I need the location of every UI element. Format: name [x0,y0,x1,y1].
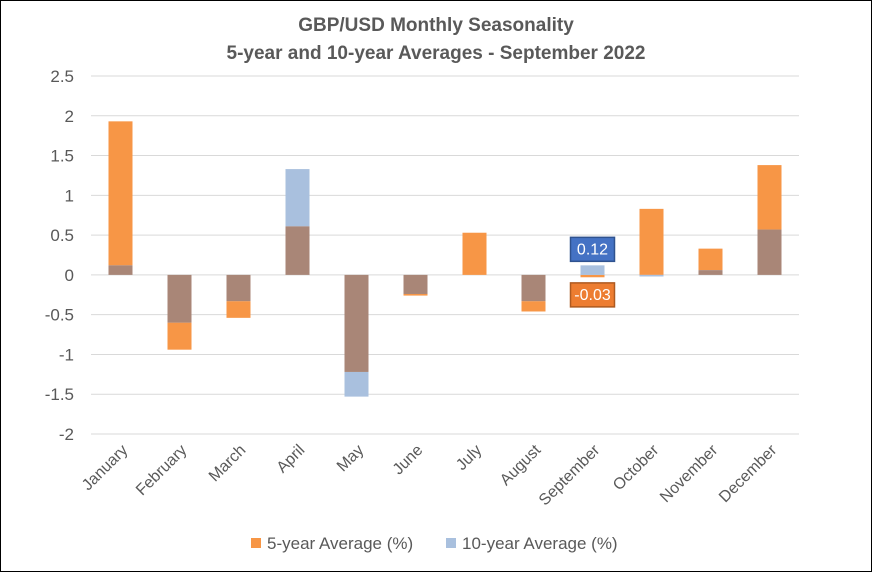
y-tick-label: 0.5 [50,226,74,245]
x-category-label: April [274,442,309,477]
x-axis-category-labels: January February March April May June July Augu… [79,441,781,509]
bar-segment [167,322,192,350]
y-tick-label: 1 [65,186,74,205]
y-tick-label: -2 [59,425,74,444]
bar-5yr [639,208,664,275]
callout-label: 0.12 [577,241,608,258]
legend-label: 10-year Average (%) [462,534,618,553]
legend-swatch [446,538,456,548]
bar-segment [757,165,782,230]
x-category-label: October [610,441,663,494]
callout-box [569,282,616,308]
bar-overlap-segment [757,229,782,275]
bar-segment [698,248,723,271]
bar-segment [108,121,133,266]
y-tick-label: 1.5 [50,147,74,166]
bar-overlap-segment [167,274,192,323]
y-tick-label: -1 [59,345,74,364]
x-category-label: June [390,442,427,479]
legend-swatch [251,538,261,548]
bar-5yr [580,274,605,278]
bar-overlap-segment [521,274,546,302]
bar-10yr [639,274,664,277]
y-tick-label: -1.5 [45,385,74,404]
x-category-label: May [334,442,367,475]
x-category-label: February [133,442,190,499]
x-category-label: November [657,441,722,506]
bar-segment [344,371,369,397]
x-category-label: July [453,442,485,474]
legend-label: 5-year Average (%) [267,534,413,553]
bar-overlap-segment [403,274,428,294]
callout-label: -0.03 [574,287,611,304]
chart-title-line-1: GBP/USD Monthly Seasonality [298,15,574,36]
bar-overlap-segment [344,274,369,372]
bar-segment [521,301,546,312]
bar-5yr [462,232,487,275]
y-tick-label: 2.5 [50,67,74,86]
bar-segment [226,301,251,318]
y-tick-label: 0 [65,266,74,285]
chart-title-line-2: 5-year and 10-year Averages - September … [227,43,646,64]
data-callouts: 0.12 -0.03 [569,236,616,308]
y-tick-label: 2 [65,107,74,126]
legend: 5-year Average (%) 10-year Average (%) [251,534,618,553]
bar-overlap-segment [226,274,251,302]
y-tick-label: -0.5 [45,306,74,325]
chart-title: GBP/USD Monthly Seasonality 5-year and 1… [227,15,646,64]
bar-overlap-segment [698,270,723,275]
bar-segment [403,293,428,296]
bar-10yr [580,265,605,275]
x-category-label: December [716,441,781,506]
x-category-label: September [536,441,604,509]
bars [108,121,782,397]
callout-box [569,236,616,263]
x-category-label: March [206,442,249,485]
gridlines [91,75,799,435]
x-category-label: January [79,442,131,494]
x-category-label: August [497,441,545,489]
bar-overlap-segment [285,226,310,275]
y-axis-tick-labels: 2.5 2 1.5 1 0.5 0 -0.5 -1 -1.5 -2 [45,67,74,444]
bar-segment [285,169,310,227]
bar-overlap-segment [108,265,133,275]
